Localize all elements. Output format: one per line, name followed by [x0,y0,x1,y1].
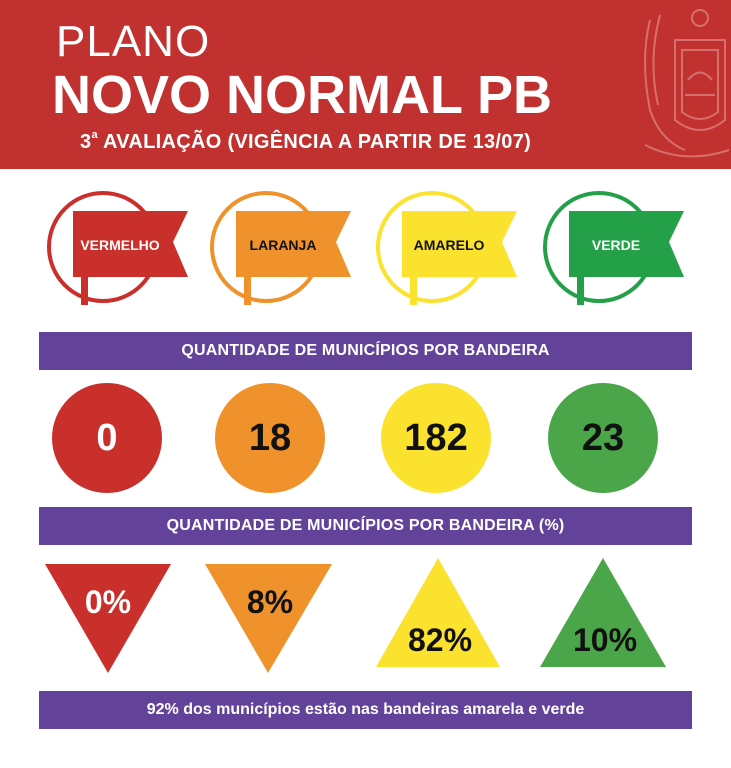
flag-verde: VERDE [541,185,691,313]
subtitle-superscript: a [91,129,98,141]
plan-label: PLANO [56,17,211,66]
flag-vermelho: VERMELHO [45,185,195,313]
triangle-up-amarelo-icon [376,558,500,667]
count-verde: 23 [548,383,658,493]
percent-label-vermelho: 0% [84,584,132,620]
subtitle-text: AVALIAÇÃO (VIGÊNCIA A PARTIR DE 13/07) [97,131,532,153]
triangle-up-verde-icon [540,558,666,667]
triangle-down-laranja-icon [205,564,332,673]
flag-amarelo-icon [376,191,517,305]
footer-note: 92% dos municípios estão nas bandeiras a… [39,691,692,729]
percent-label-laranja: 8% [246,584,294,620]
subtitle-ordinal: 3 [80,131,92,153]
page-title: NOVO NORMAL PB [52,65,553,125]
percent-amarelo: 82% [370,555,510,673]
flag-label-verde: VERDE [591,237,641,253]
state-seal-icon [644,9,730,158]
flag-laranja: LARANJA [208,185,358,313]
flag-label-amarelo: AMARELO [413,237,485,253]
count-laranja: 18 [215,383,325,493]
percent-vermelho: 0% [40,558,180,676]
count-vermelho: 0 [52,383,162,493]
flag-amarelo: AMARELO [374,185,524,313]
banner-counts: QUANTIDADE DE MUNICÍPIOS POR BANDEIRA [39,332,692,370]
percent-label-amarelo: 82% [407,622,473,658]
flag-verde-icon [543,191,684,305]
header: PLANO NOVO NORMAL PB 3a AVALIAÇÃO (VIGÊN… [0,0,731,169]
percent-laranja: 8% [202,558,342,676]
count-amarelo: 182 [381,383,491,493]
flag-vermelho-icon [47,191,188,305]
flag-laranja-icon [210,191,351,305]
banner-percent: QUANTIDADE DE MUNICÍPIOS POR BANDEIRA (%… [39,507,692,545]
flag-label-vermelho: VERMELHO [80,237,160,253]
triangle-down-vermelho-icon [45,564,171,673]
flag-label-laranja: LARANJA [249,237,317,253]
percent-label-verde: 10% [572,622,638,658]
page-subtitle: 3a AVALIAÇÃO (VIGÊNCIA A PARTIR DE 13/07… [80,129,532,153]
percent-verde: 10% [536,555,676,673]
